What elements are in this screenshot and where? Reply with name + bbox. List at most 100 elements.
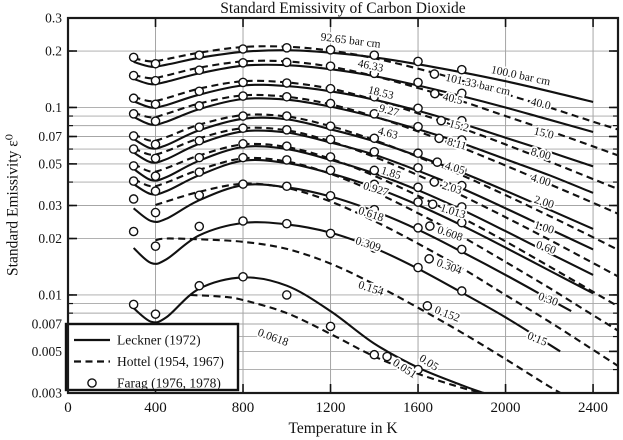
farag-label-marker: [432, 157, 443, 167]
hottel-curve-0.309: [155, 182, 618, 368]
farag-point-0.304: [128, 194, 139, 204]
hottel-label-text: 0.618: [357, 205, 386, 224]
farag-point-0.304: [238, 179, 248, 189]
farag-label-marker: [429, 69, 440, 79]
hottel-label-text: 0.927: [362, 180, 390, 199]
hottel-curve-0.927: [133, 142, 618, 308]
farag-point-101.33 bar cm: [128, 52, 139, 63]
farag-point-15.2: [456, 115, 467, 126]
y-tick-label: 0.03: [38, 198, 62, 213]
y-tick-label: 0.003: [32, 386, 63, 401]
hottel-curve-4.63: [133, 113, 618, 251]
farag-label: 4.05: [432, 157, 468, 179]
leckner-label: 8.00: [528, 144, 554, 164]
farag-point-0.152: [150, 241, 161, 251]
leckner-label-text: 1.00: [533, 219, 556, 237]
farag-point-15.2: [194, 86, 205, 97]
y-tick-label: 0.1: [45, 100, 62, 115]
y-tick-label: 0.05: [38, 156, 62, 171]
farag-point-0.304: [281, 181, 292, 192]
farag-point-15.2: [238, 77, 248, 88]
farag-point-0.608: [128, 176, 139, 186]
farag-point-40.5: [325, 61, 336, 71]
farag-point-101.33 bar cm: [325, 45, 336, 55]
curves-layer: [128, 43, 618, 393]
farag-point-0.152: [413, 262, 423, 273]
hottel-label-text: 0.0618: [256, 327, 290, 349]
leckner-curve-0.15: [132, 221, 561, 353]
leckner-label-text: 2.00: [533, 194, 556, 211]
farag-point-2.03: [369, 147, 380, 157]
farag-point-8.11: [150, 116, 161, 126]
farag-point-0.152: [281, 218, 292, 229]
farag-point-2.03: [238, 123, 248, 134]
farag-point-1.013: [456, 202, 467, 212]
x-tick-label: 800: [232, 400, 255, 416]
farag-point-0.304: [325, 190, 336, 201]
farag-point-2.03: [194, 135, 205, 146]
farag-point-4.05: [238, 111, 248, 121]
farag-label-marker: [429, 177, 440, 187]
y-tick-label: 0.005: [32, 344, 63, 359]
farag-point-0.304: [194, 190, 205, 201]
farag-label-marker: [434, 133, 444, 144]
farag-point-0.051: [413, 364, 423, 375]
farag-label-marker: [430, 88, 440, 99]
legend-sample-circle: [87, 378, 97, 388]
y-tick-label: 0.3: [45, 11, 62, 26]
farag-label-marker: [424, 253, 434, 264]
farag-point-1.013: [238, 139, 248, 149]
farag-point-0.608: [281, 155, 292, 165]
farag-point-101.33 bar cm: [281, 43, 292, 53]
farag-point-0.304: [369, 204, 380, 215]
farag-point-8.11: [456, 135, 467, 145]
farag-point-0.152: [369, 243, 380, 253]
leckner-label: 1.00: [531, 217, 558, 238]
hottel-label: 0.618: [355, 203, 387, 226]
farag-point-15.2: [150, 99, 161, 110]
farag-point-4.05: [281, 111, 292, 121]
legend-item-label: Hottel (1954, 1967): [117, 354, 224, 369]
farag-point-4.05: [413, 148, 423, 159]
farag-point-15.2: [325, 83, 336, 94]
farag-point-40.5: [150, 75, 161, 86]
y-tick-label: 0.2: [45, 44, 62, 59]
leckner-label-text: 0.15: [526, 330, 549, 349]
hottel-label: 0.927: [360, 178, 392, 201]
chart-title: Standard Emissivity of Carbon Dioxide: [220, 0, 466, 17]
farag-point-0.051: [194, 280, 205, 291]
y-tick-label: 0.01: [38, 287, 62, 302]
farag-point-4.05: [150, 139, 161, 150]
farag-point-2.03: [325, 134, 336, 145]
farag-point-0.608: [456, 217, 467, 228]
farag-point-40.5: [456, 88, 467, 99]
farag-point-0.608: [325, 165, 336, 176]
farag-point-0.608: [369, 179, 380, 190]
farag-label-marker: [422, 301, 433, 311]
legend-item-label: Leckner (1972): [117, 333, 201, 348]
farag-point-0.051: [128, 299, 139, 310]
hottel-label: 4.63: [375, 123, 401, 143]
farag-label-text: 15.2: [448, 118, 471, 135]
farag-point-4.05: [456, 165, 467, 175]
farag-point-0.051: [325, 321, 336, 332]
hottel-label: 0.154: [355, 277, 387, 300]
farag-point-40.5: [281, 57, 292, 68]
legend-item-label: Farag (1976, 1978): [117, 376, 221, 391]
farag-point-2.03: [128, 144, 139, 154]
hottel-curve-0.154: [155, 237, 563, 393]
farag-point-0.152: [194, 221, 205, 232]
farag-label-marker: [436, 115, 446, 126]
leckner-label: 0.15: [524, 328, 551, 350]
hottel-curve-9.27: [133, 93, 618, 215]
hottel-label-text: 0.154: [357, 279, 386, 298]
farag-point-1.013: [150, 171, 161, 181]
leckner-label: 40.0: [528, 94, 554, 114]
farag-point-0.304: [150, 207, 161, 218]
farag-point-15.2: [128, 93, 139, 104]
farag-point-0.608: [194, 167, 205, 177]
farag-point-101.33 bar cm: [369, 50, 380, 60]
farag-point-0.608: [413, 197, 423, 207]
farag-point-2.03: [413, 162, 423, 173]
